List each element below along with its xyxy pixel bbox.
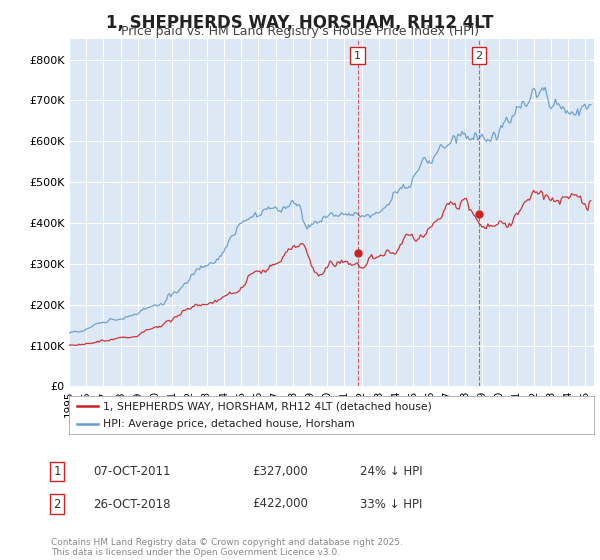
- Text: 2: 2: [53, 497, 61, 511]
- Text: 24% ↓ HPI: 24% ↓ HPI: [360, 465, 422, 478]
- Text: 33% ↓ HPI: 33% ↓ HPI: [360, 497, 422, 511]
- Text: 07-OCT-2011: 07-OCT-2011: [93, 465, 170, 478]
- Text: 26-OCT-2018: 26-OCT-2018: [93, 497, 170, 511]
- Text: HPI: Average price, detached house, Horsham: HPI: Average price, detached house, Hors…: [103, 419, 355, 429]
- Text: 1: 1: [53, 465, 61, 478]
- Text: Price paid vs. HM Land Registry's House Price Index (HPI): Price paid vs. HM Land Registry's House …: [121, 25, 479, 38]
- Text: 1, SHEPHERDS WAY, HORSHAM, RH12 4LT: 1, SHEPHERDS WAY, HORSHAM, RH12 4LT: [106, 14, 494, 32]
- Text: 2: 2: [475, 50, 482, 60]
- Text: £327,000: £327,000: [252, 465, 308, 478]
- Text: 1: 1: [354, 50, 361, 60]
- Text: £422,000: £422,000: [252, 497, 308, 511]
- Text: Contains HM Land Registry data © Crown copyright and database right 2025.
This d: Contains HM Land Registry data © Crown c…: [51, 538, 403, 557]
- Text: 1, SHEPHERDS WAY, HORSHAM, RH12 4LT (detached house): 1, SHEPHERDS WAY, HORSHAM, RH12 4LT (det…: [103, 401, 432, 411]
